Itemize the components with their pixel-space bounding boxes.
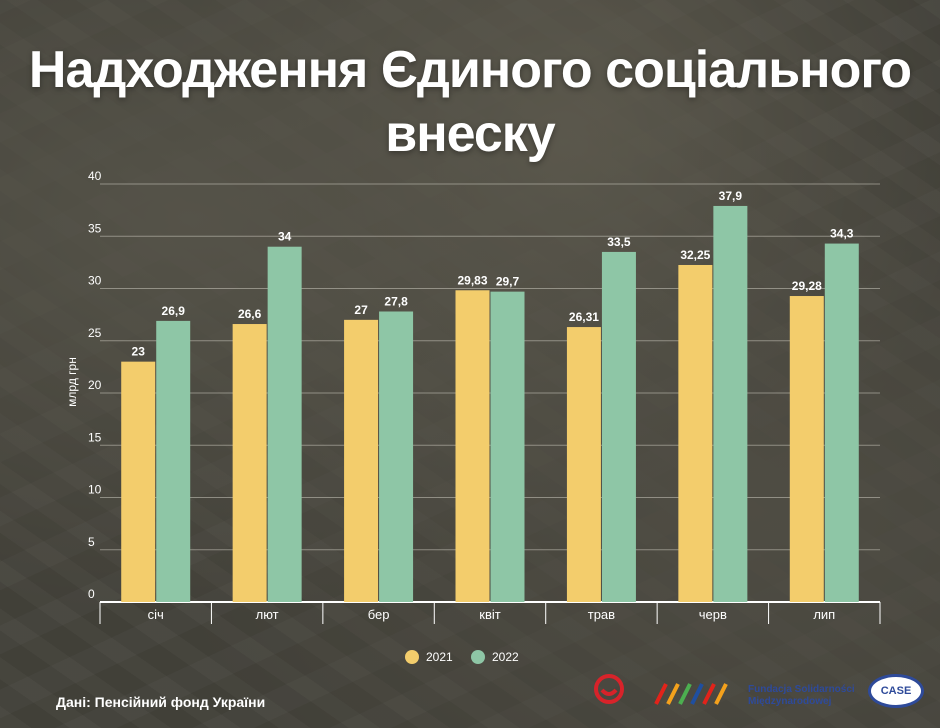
data-label-2022: 29,7 — [496, 275, 520, 289]
data-label-2021: 29,28 — [792, 279, 822, 293]
fundacja-logo-text: Fundacja Solidarności Międzynarodowej — [748, 684, 855, 707]
bar-2022 — [379, 311, 414, 602]
y-tick-label: 40 — [88, 169, 102, 183]
polish-aid-logo-icon — [594, 674, 624, 704]
legend-swatch-2022 — [471, 650, 485, 664]
data-label-2022: 26,9 — [162, 304, 186, 318]
chart: 0 5 10 15 20 25 30 35 40 млрд грн січ 23 26,9 лют 26,6… — [65, 169, 881, 664]
arrows-logo-icon — [654, 683, 728, 705]
data-label-2021: 26,31 — [569, 310, 599, 324]
bar-2021 — [678, 264, 713, 602]
x-tick-label: квіт — [479, 607, 500, 622]
y-tick-label: 10 — [88, 483, 102, 497]
data-label-2021: 26,6 — [238, 307, 262, 321]
x-tick-label: трав — [588, 607, 615, 622]
y-tick-label: 35 — [88, 221, 102, 235]
data-label-2021: 29,83 — [457, 273, 487, 287]
bar-2022 — [267, 246, 302, 602]
y-tick-label: 15 — [88, 430, 102, 444]
chart-title: Надходження Єдиного соціального внеску — [28, 41, 912, 163]
bar-2021 — [232, 324, 267, 602]
y-tick-label: 0 — [88, 587, 95, 601]
bar-2022 — [601, 251, 636, 603]
data-label-2022: 34 — [278, 230, 292, 244]
data-label-2022: 27,8 — [384, 294, 408, 308]
x-tick-label: бер — [368, 607, 390, 622]
bar-2021 — [344, 319, 379, 602]
bar-2022 — [713, 205, 748, 602]
data-label-2022: 33,5 — [607, 235, 631, 249]
data-label-2021: 23 — [132, 345, 146, 359]
bar-2022 — [824, 243, 859, 602]
data-label-2022: 34,3 — [830, 227, 854, 241]
bar-2021 — [566, 327, 601, 602]
legend-label-2022: 2022 — [492, 650, 519, 664]
bar-2021 — [455, 290, 490, 602]
bar-2022 — [156, 320, 191, 602]
data-source: Дані: Пенсійний фонд України — [56, 694, 266, 710]
legend-swatch-2021 — [405, 650, 419, 664]
y-tick-label: 5 — [88, 535, 95, 549]
legend-label-2021: 2021 — [426, 650, 453, 664]
x-tick-label: лют — [256, 607, 279, 622]
y-tick-label: 30 — [88, 274, 102, 288]
data-label-2021: 27 — [354, 303, 368, 317]
x-tick-label: лип — [813, 607, 835, 622]
x-tick-label: січ — [148, 607, 164, 622]
case-logo: CASE — [868, 674, 924, 708]
logo-bar: Fundacja Solidarności Międzynarodowej CA… — [590, 668, 930, 718]
y-tick-label: 25 — [88, 326, 102, 340]
bar-2021 — [789, 296, 824, 602]
y-tick-label: 20 — [88, 378, 102, 392]
bar-2021 — [121, 361, 156, 602]
y-axis-label: млрд грн — [65, 357, 79, 407]
data-label-2022: 37,9 — [719, 189, 743, 203]
bar-2022 — [490, 291, 525, 602]
data-label-2021: 32,25 — [680, 248, 710, 262]
x-tick-label: черв — [699, 607, 727, 622]
